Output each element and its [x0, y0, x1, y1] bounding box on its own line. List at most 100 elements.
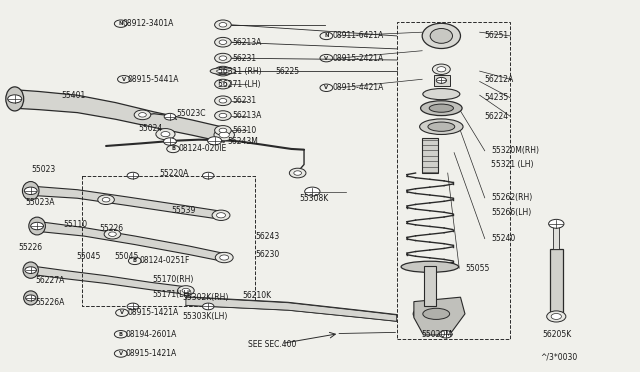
Bar: [422, 138, 438, 173]
Circle shape: [305, 187, 320, 196]
Text: 56224: 56224: [484, 112, 509, 121]
Text: V: V: [118, 351, 123, 356]
Text: V: V: [120, 310, 124, 315]
Text: 55266(LH): 55266(LH): [491, 208, 531, 217]
Text: 56271 (LH): 56271 (LH): [218, 80, 260, 89]
Text: 56213A: 56213A: [232, 111, 261, 120]
Circle shape: [214, 96, 231, 106]
Ellipse shape: [428, 122, 455, 131]
Text: 55539: 55539: [172, 206, 196, 215]
Circle shape: [127, 172, 139, 179]
Circle shape: [219, 40, 227, 44]
Circle shape: [164, 113, 175, 120]
Ellipse shape: [24, 291, 38, 305]
Circle shape: [215, 252, 233, 263]
Ellipse shape: [29, 217, 45, 235]
Circle shape: [547, 311, 566, 322]
Text: V: V: [324, 85, 328, 90]
Text: 55262(RH): 55262(RH): [491, 193, 532, 202]
Circle shape: [212, 210, 230, 221]
Circle shape: [551, 314, 561, 320]
Circle shape: [219, 82, 227, 86]
Text: 55024: 55024: [138, 124, 163, 133]
Bar: [434, 75, 450, 86]
Text: 55401: 55401: [61, 91, 86, 100]
Ellipse shape: [420, 119, 463, 135]
Ellipse shape: [210, 68, 236, 74]
Text: 56225: 56225: [275, 67, 300, 76]
Circle shape: [214, 79, 231, 89]
Text: 55020M: 55020M: [421, 330, 452, 340]
Circle shape: [436, 77, 447, 83]
Ellipse shape: [401, 261, 459, 272]
Polygon shape: [29, 186, 221, 219]
Text: 55320M(RH): 55320M(RH): [491, 146, 539, 155]
Circle shape: [220, 255, 228, 260]
Text: 56231: 56231: [232, 54, 256, 62]
Text: N: N: [118, 21, 123, 26]
Circle shape: [548, 219, 564, 228]
Ellipse shape: [6, 87, 24, 111]
Ellipse shape: [422, 23, 461, 48]
Text: 56231: 56231: [232, 96, 256, 105]
Text: 56230: 56230: [255, 250, 279, 259]
Bar: [424, 266, 436, 307]
Text: 55170(RH): 55170(RH): [153, 275, 194, 284]
Text: B: B: [171, 147, 175, 151]
Text: 55171(LH): 55171(LH): [153, 290, 193, 299]
Text: 55055: 55055: [466, 264, 490, 273]
Polygon shape: [29, 266, 186, 294]
Text: 08915-5441A: 08915-5441A: [127, 75, 179, 84]
Ellipse shape: [423, 308, 450, 320]
Circle shape: [219, 99, 227, 103]
Text: 08124-020IE: 08124-020IE: [178, 144, 227, 153]
Text: 55240: 55240: [491, 234, 515, 243]
Ellipse shape: [413, 305, 460, 323]
Ellipse shape: [429, 104, 454, 112]
Circle shape: [161, 132, 170, 137]
Circle shape: [26, 295, 36, 301]
Text: 55023: 55023: [31, 165, 56, 174]
Text: 08911-6421A: 08911-6421A: [333, 31, 384, 41]
Text: 55226: 55226: [19, 243, 43, 251]
Text: 08915-1421A: 08915-1421A: [125, 349, 177, 358]
Text: 56205K: 56205K: [542, 330, 572, 340]
Bar: [553, 224, 559, 249]
Polygon shape: [186, 297, 397, 321]
Circle shape: [440, 331, 452, 338]
Text: 08915-2421A: 08915-2421A: [333, 54, 384, 62]
Text: 56213A: 56213A: [232, 38, 261, 47]
Text: V: V: [122, 77, 126, 82]
Circle shape: [8, 95, 22, 103]
Text: 55302K(RH): 55302K(RH): [182, 294, 229, 302]
Text: ^/3*0030: ^/3*0030: [540, 353, 577, 362]
Circle shape: [214, 20, 231, 30]
Text: 08124-0251F: 08124-0251F: [140, 256, 190, 265]
Text: 55045: 55045: [115, 252, 139, 261]
Circle shape: [177, 286, 194, 295]
Text: 56210K: 56210K: [242, 291, 271, 300]
Circle shape: [289, 168, 306, 178]
Circle shape: [437, 67, 446, 72]
Circle shape: [219, 23, 227, 27]
Circle shape: [214, 126, 231, 135]
Text: SEE SEC.400: SEE SEC.400: [248, 340, 297, 349]
Circle shape: [109, 232, 116, 236]
Text: 55303K(LH): 55303K(LH): [182, 312, 228, 321]
Text: 56227A: 56227A: [36, 276, 65, 285]
Circle shape: [207, 137, 221, 145]
Circle shape: [214, 66, 231, 76]
Circle shape: [214, 37, 231, 47]
Circle shape: [433, 64, 451, 74]
Circle shape: [216, 213, 225, 218]
Circle shape: [164, 138, 176, 145]
Circle shape: [102, 198, 110, 202]
Circle shape: [202, 172, 214, 179]
Text: 08194-2601A: 08194-2601A: [125, 330, 177, 339]
Text: 56243M: 56243M: [227, 137, 259, 146]
Ellipse shape: [423, 89, 460, 100]
Ellipse shape: [420, 101, 462, 116]
Circle shape: [219, 128, 227, 133]
Text: V: V: [324, 56, 328, 61]
Circle shape: [219, 56, 227, 60]
